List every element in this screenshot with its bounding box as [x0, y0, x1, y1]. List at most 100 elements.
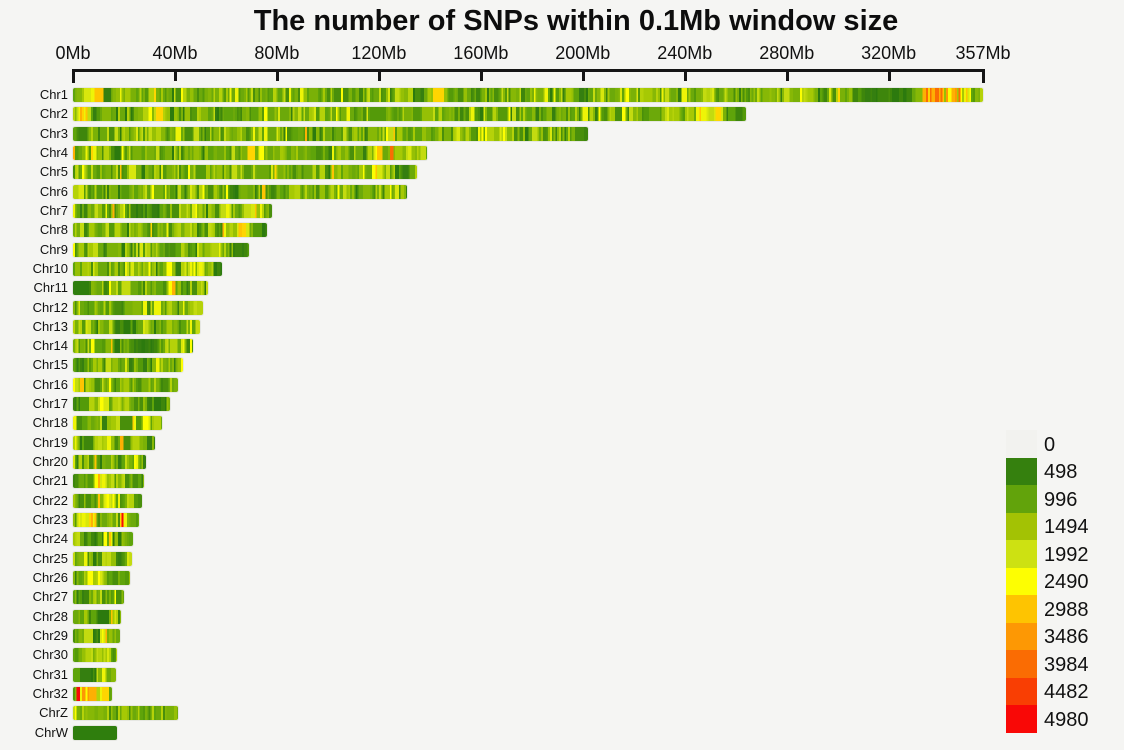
axis-tick-mark: [887, 69, 891, 81]
axis-tick-label: 40Mb: [152, 43, 198, 63]
chromosome-label: Chr18: [32, 415, 68, 431]
axis-tick-mark: [173, 69, 177, 81]
legend-value-label: 498: [1044, 461, 1078, 484]
chromosome-density-bar: [73, 281, 208, 296]
chromosome-density-bar: [73, 628, 120, 643]
chromosome-label: Chr23: [32, 512, 68, 528]
chromosome-label: Chr22: [32, 492, 68, 508]
axis-tick-mark: [581, 69, 585, 81]
chromosome-density-bar: [73, 455, 146, 470]
axis-tick-mark: [785, 69, 789, 81]
axis-tick-label: 240Mb: [657, 43, 713, 63]
axis-tick-mark: [479, 69, 483, 81]
chromosome-density-bar: [73, 493, 142, 508]
chromosome-label: Chr15: [32, 357, 68, 373]
chromosome-density-bar: [73, 397, 170, 412]
chromosome-density-bar: [73, 145, 427, 160]
chromosome-label: Chr27: [32, 589, 68, 605]
chromosome-density-bar: [73, 551, 132, 566]
chromosome-density-bar: [73, 377, 178, 392]
axis-tick-label: 160Mb: [453, 43, 509, 63]
legend-color-swatch: [1006, 512, 1037, 540]
chromosome-label: Chr21: [32, 473, 68, 489]
chromosome-density-bar: [73, 416, 162, 431]
chromosome-density-bar: [73, 184, 407, 199]
legend-value-label: 2988: [1044, 598, 1089, 621]
chromosome-label: Chr10: [32, 260, 68, 276]
chromosome-density-bar: [73, 435, 155, 450]
chromosome-label: Chr13: [32, 318, 68, 334]
legend-color-swatch: [1006, 595, 1037, 623]
chromosome-density-bar: [73, 358, 183, 373]
chromosome-density-bar: [73, 474, 144, 489]
axis-tick-mark: [275, 69, 279, 81]
chromosome-density-bar: [73, 165, 417, 180]
axis-tick-label: 200Mb: [555, 43, 611, 63]
chromosome-density-bar: [73, 571, 130, 585]
chromosome-label: Chr4: [39, 144, 68, 160]
chromosome-label: Chr17: [32, 396, 68, 412]
axis-tick-label: 280Mb: [759, 43, 815, 63]
chromosome-label: Chr31: [32, 666, 68, 682]
legend-color-swatch: [1006, 677, 1037, 705]
chromosome-density-bar: [73, 725, 117, 740]
chromosome-density-bar: [73, 667, 116, 682]
axis-tick-mark: [377, 69, 381, 81]
legend-color-swatch: [1006, 567, 1037, 595]
chromosome-label: Chr25: [32, 550, 68, 566]
axis-tick-label: 120Mb: [351, 43, 407, 63]
legend-color-swatch: [1006, 457, 1037, 485]
chromosome-density-bar: [73, 261, 222, 276]
chromosome-label: Chr26: [32, 570, 68, 585]
chromosome-label: Chr19: [32, 434, 68, 450]
legend-value-label: 4980: [1044, 708, 1089, 731]
chromosome-density-bar: [73, 648, 117, 663]
chart-title: The number of SNPs within 0.1Mb window s…: [253, 5, 899, 37]
chromosome-density-bar: [73, 107, 746, 122]
chromosome-label: Chr5: [39, 164, 68, 180]
chromosome-label: Chr8: [39, 222, 68, 238]
chromosome-label: Chr28: [32, 608, 68, 624]
chromosome-label: Chr6: [39, 183, 68, 199]
chromosome-density-bar: [73, 203, 272, 218]
legend-value-label: 3486: [1044, 626, 1089, 649]
axis-tick-mark: [72, 69, 75, 83]
chromosome-density-bar: [73, 590, 124, 605]
chromosome-density-bar: [73, 339, 193, 354]
chromosome-label: Chr3: [39, 125, 68, 141]
chromosome-label: Chr11: [33, 280, 68, 296]
axis-tick-label: 357Mb: [955, 43, 1011, 63]
legend-color-swatch: [1006, 540, 1037, 568]
chromosome-label: ChrZ: [39, 705, 68, 721]
axis-tick-label: 0Mb: [55, 43, 91, 63]
axis-tick-label: 320Mb: [861, 43, 917, 63]
chromosome-density-bar: [73, 706, 178, 721]
chromosome-label: Chr7: [39, 202, 68, 218]
legend-color-swatch: [1006, 430, 1037, 458]
chromosome-density-bar: [73, 126, 588, 141]
legend-color-swatch: [1006, 622, 1037, 650]
chromosome-density-bar: [73, 223, 267, 238]
chromosome-label: Chr14: [32, 338, 68, 354]
chromosome-label: Chr24: [32, 531, 68, 547]
legend-color-swatch: [1006, 485, 1037, 513]
axis-tick-mark: [683, 69, 687, 81]
chromosome-label: Chr32: [32, 685, 68, 701]
legend-value-label: 0: [1044, 433, 1056, 456]
axis-tick-label: 80Mb: [254, 43, 300, 63]
chromosome-label: Chr12: [32, 299, 68, 315]
chromosome-density-bar: [73, 300, 203, 315]
chromosome-label: Chr16: [32, 376, 68, 392]
chromosome-density-bar: [73, 319, 200, 334]
axis-tick-mark: [982, 69, 985, 83]
legend-value-label: 3984: [1044, 653, 1089, 676]
legend-value-label: 2490: [1044, 571, 1089, 594]
legend-value-label: 996: [1044, 488, 1078, 511]
chromosome-density-bar: [73, 532, 133, 547]
legend-color-swatch: [1006, 705, 1037, 733]
chromosome-density-bar: [73, 686, 112, 701]
axis-ruler-line: [73, 69, 985, 72]
chromosome-density-bar: [73, 609, 121, 624]
chromosome-density-bar: [73, 88, 983, 102]
